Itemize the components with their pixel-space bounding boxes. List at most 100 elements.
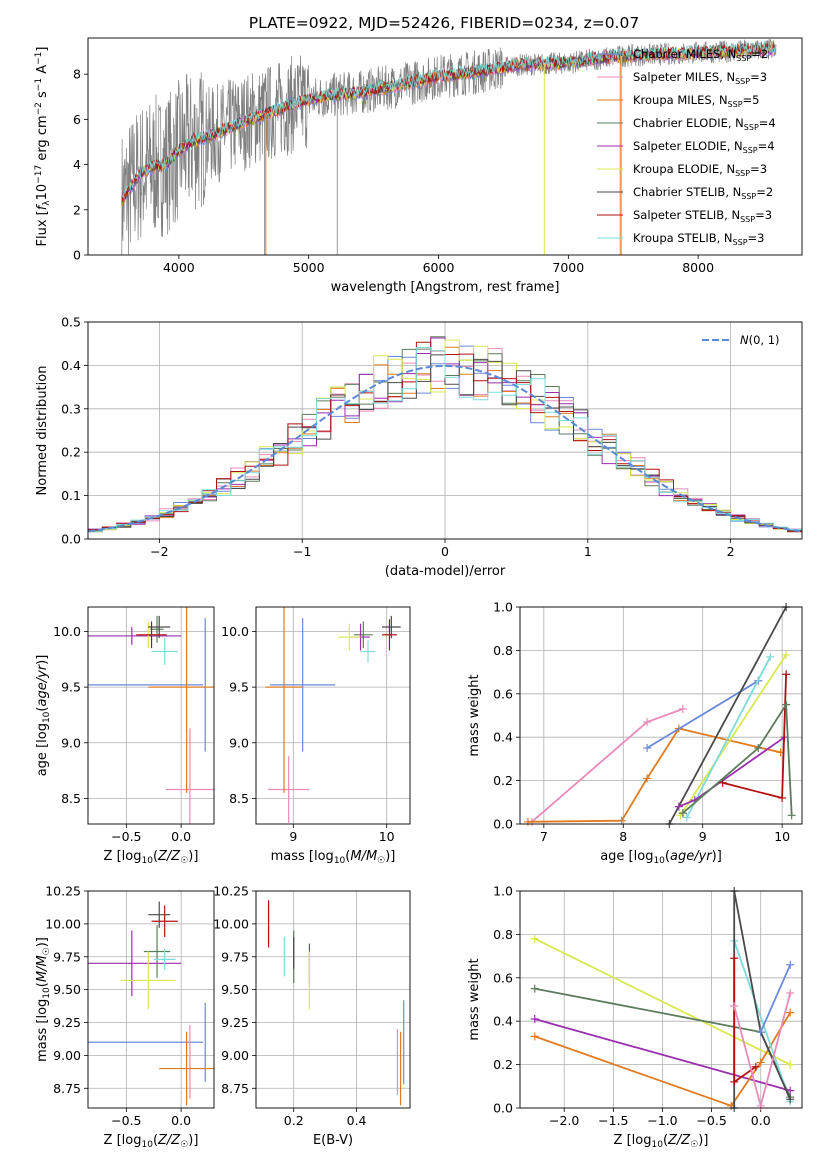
x-axis-label: Z [log10(Z/Z☉)]	[614, 1133, 709, 1150]
x-tick-label: 6000	[423, 260, 455, 275]
error-bar-point	[153, 948, 176, 970]
y-tick-label: 9.50	[53, 982, 81, 997]
y-tick-label: 0.6	[493, 970, 513, 985]
weight-series	[730, 954, 760, 1086]
series-marker	[530, 1015, 539, 1024]
y-tick-label: 4	[73, 157, 81, 172]
weight-series	[530, 1015, 795, 1095]
y-tick-label: 8.75	[53, 1081, 81, 1096]
series-marker	[718, 778, 727, 787]
y-tick-label: 0.3	[61, 401, 81, 416]
series-line	[534, 1018, 791, 1092]
legend-label: Kroupa MILES, NSSP=5	[633, 93, 759, 109]
weight-series	[730, 988, 795, 1110]
y-tick-label: 8.5	[61, 791, 81, 806]
y-tick-label: 10.0	[53, 624, 81, 639]
legend-label: Salpeter STELIB, NSSP=3	[633, 208, 772, 224]
series-marker	[643, 744, 652, 753]
y-tick-label: 0.0	[493, 817, 513, 832]
y-tick-label: 0.5	[61, 315, 81, 330]
mass-vs-z-panel: −0.5 0.0 8.75 9.00 9.25 9.50 9.75 10.00 10.25 Z […	[35, 884, 215, 1150]
y-tick-label: 0.6	[493, 686, 513, 701]
y-tick-label: 0.4	[61, 358, 81, 373]
legend-label: Kroupa STELIB, NSSP=3	[633, 231, 764, 247]
y-tick-label: 10.25	[213, 884, 249, 899]
series-marker	[766, 652, 775, 661]
spectrum-plot-area	[121, 38, 777, 255]
error-bar-point	[148, 607, 214, 793]
points-area	[88, 607, 214, 824]
y-tick-label: 0.4	[493, 1014, 513, 1029]
residuals-panel: −2 −1 0 1 2 0.0 0.1 0.2 0.3 0.4 0.5 N(0, 1) (data-mo…	[35, 315, 803, 579]
weight-series	[678, 700, 796, 820]
legend-label: Chabrier STELIB, NSSP=2	[633, 185, 773, 201]
chart-panels: 4000 5000 6000 7000 8000 0 2 4 6 8 Chabrier MILES,…	[34, 37, 803, 1150]
series-marker	[643, 774, 652, 783]
weight-series	[527, 704, 687, 826]
x-tick-label: 8	[619, 829, 627, 844]
error-bar-point	[270, 618, 336, 752]
y-axis-label: Flux [fλ10−17 erg cm−2 s−1 A−1]	[34, 47, 52, 247]
y-tick-label: 0.8	[493, 927, 513, 942]
weight-series	[665, 603, 791, 828]
series-marker	[756, 1058, 765, 1067]
y-tick-label: 8	[73, 67, 81, 82]
series-marker	[786, 1095, 795, 1104]
points-area	[265, 607, 401, 823]
series-marker	[674, 802, 683, 811]
x-tick-label: 0.0	[171, 829, 191, 844]
mass-weight-vs-age-panel: 7 8 9 10 0.0 0.2 0.4 0.6 0.8 1.0 age [log10(age/yr…	[467, 600, 803, 866]
series-marker	[523, 817, 532, 826]
x-axis-label: E(B-V)	[313, 1133, 353, 1148]
y-axis-label: Normed distribution	[35, 366, 50, 496]
y-tick-label: 0	[73, 248, 81, 263]
x-axis-label: mass [log10(M/M☉)]	[271, 849, 396, 866]
y-tick-label: 9.75	[221, 949, 249, 964]
y-tick-label: 0.1	[61, 488, 81, 503]
series-line	[679, 654, 787, 816]
y-tick-label: 0.0	[493, 1101, 513, 1116]
axes-frame	[87, 321, 803, 540]
weight-series	[756, 960, 795, 1037]
model-spectrum	[121, 42, 777, 202]
x-tick-label: 0.0	[171, 1113, 191, 1128]
x-axis-label: (data-model)/error	[385, 564, 506, 579]
series-marker	[751, 1062, 760, 1071]
y-tick-label: 0.8	[493, 643, 513, 658]
y-tick-label: 9.0	[229, 735, 249, 750]
series-marker	[730, 1002, 739, 1011]
series-marker	[530, 934, 539, 943]
series-marker	[786, 1086, 795, 1095]
x-tick-label: 2	[727, 544, 735, 559]
y-tick-label: 10.00	[213, 916, 249, 931]
y-tick-label: 0.2	[61, 445, 81, 460]
series-line	[759, 964, 792, 1033]
error-bar-point	[120, 951, 176, 1010]
axes-frame	[255, 606, 411, 825]
x-tick-label: 10	[379, 829, 395, 844]
series-marker	[678, 809, 687, 818]
points-area	[267, 900, 405, 1106]
series-marker	[730, 1077, 739, 1086]
y-axis-label: mass weight	[467, 674, 482, 756]
x-tick-label: −1.0	[647, 1113, 677, 1128]
y-tick-label: 10.00	[45, 916, 81, 931]
series-marker	[786, 988, 795, 997]
series-marker	[786, 1060, 795, 1069]
x-axis-label: wavelength [Angstrom, rest frame]	[331, 280, 560, 295]
x-tick-label: −0.5	[111, 829, 141, 844]
series-line	[682, 701, 793, 816]
y-axis-label: age [log10(age/yr)]	[35, 655, 52, 777]
series-marker	[782, 700, 791, 709]
legend-label: Salpeter MILES, NSSP=3	[633, 70, 767, 86]
x-tick-label: 0.2	[284, 1113, 304, 1128]
x-tick-label: 7000	[552, 260, 584, 275]
error-bar-point	[88, 930, 182, 997]
series-marker	[643, 718, 652, 727]
y-tick-label: 9.5	[61, 680, 81, 695]
series-marker	[786, 1008, 795, 1017]
x-axis-label: age [log10(age/yr)]	[600, 849, 722, 866]
y-axis-label: mass weight	[467, 958, 482, 1040]
series-marker	[756, 1101, 765, 1110]
y-tick-label: 1.0	[493, 600, 513, 615]
